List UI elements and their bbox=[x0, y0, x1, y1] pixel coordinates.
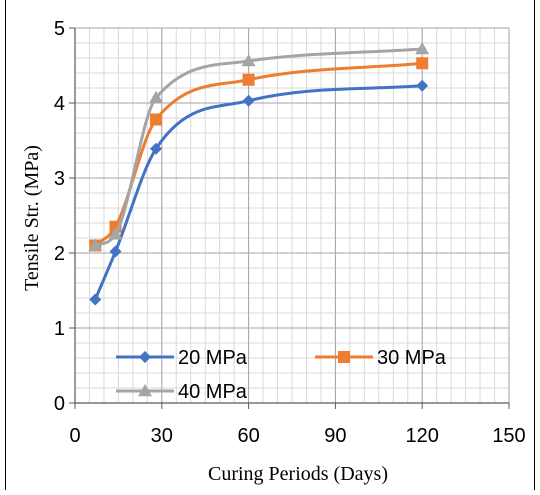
y-axis-title: Tensile Str. (MPa) bbox=[21, 145, 43, 291]
right-border bbox=[534, 0, 535, 490]
data-point-40-mpa bbox=[415, 42, 430, 55]
y-tick-label: 0 bbox=[54, 393, 65, 415]
x-tick-label: 150 bbox=[492, 425, 525, 447]
x-tick-label: 60 bbox=[237, 425, 259, 447]
y-tick-label: 3 bbox=[54, 168, 65, 190]
data-point-20-mpa bbox=[242, 94, 255, 107]
series-layer bbox=[88, 42, 430, 306]
left-border bbox=[5, 0, 6, 490]
data-point-40-mpa bbox=[88, 238, 103, 251]
y-tick-label: 4 bbox=[54, 93, 65, 115]
legend-marker bbox=[138, 384, 152, 397]
legend-entry-30-mpa: 30 MPa bbox=[315, 347, 447, 369]
data-point-40-mpa bbox=[149, 90, 164, 103]
legend-marker bbox=[139, 351, 151, 363]
legend-label: 30 MPa bbox=[377, 347, 447, 369]
x-tick-label: 90 bbox=[324, 425, 346, 447]
legend: 20 MPa 30 MPa 40 MPa bbox=[116, 347, 447, 403]
data-point-30-mpa bbox=[150, 113, 163, 126]
x-tick-label: 0 bbox=[69, 425, 80, 447]
legend-entry-40-mpa: 40 MPa bbox=[116, 381, 248, 403]
data-point-20-mpa bbox=[416, 79, 429, 92]
data-point-20-mpa bbox=[109, 245, 122, 258]
x-tick-labels: 0 30 60 90 120 150 bbox=[69, 425, 525, 447]
series-40-mpa bbox=[88, 42, 430, 251]
legend-entry-20-mpa: 20 MPa bbox=[116, 347, 248, 369]
data-point-20-mpa bbox=[89, 293, 102, 306]
legend-marker bbox=[338, 351, 350, 363]
y-tick-labels: 0 1 2 3 4 5 bbox=[54, 18, 65, 415]
y-tick-label: 1 bbox=[54, 318, 65, 340]
legend-label: 20 MPa bbox=[178, 347, 248, 369]
data-point-40-mpa bbox=[108, 227, 123, 240]
data-point-30-mpa bbox=[416, 57, 429, 70]
data-point-20-mpa bbox=[150, 142, 163, 155]
x-tick-label: 120 bbox=[406, 425, 439, 447]
x-tick-label: 30 bbox=[151, 425, 173, 447]
axes bbox=[69, 27, 510, 409]
legend-label: 40 MPa bbox=[178, 381, 248, 403]
y-tick-label: 2 bbox=[54, 243, 65, 265]
x-axis-title: Curing Periods (Days) bbox=[208, 463, 388, 485]
data-point-30-mpa bbox=[242, 73, 255, 86]
series-line-30-mpa bbox=[94, 61, 423, 247]
series-20-mpa bbox=[89, 79, 429, 306]
data-point-40-mpa bbox=[241, 54, 256, 67]
y-tick-label: 5 bbox=[54, 18, 65, 40]
